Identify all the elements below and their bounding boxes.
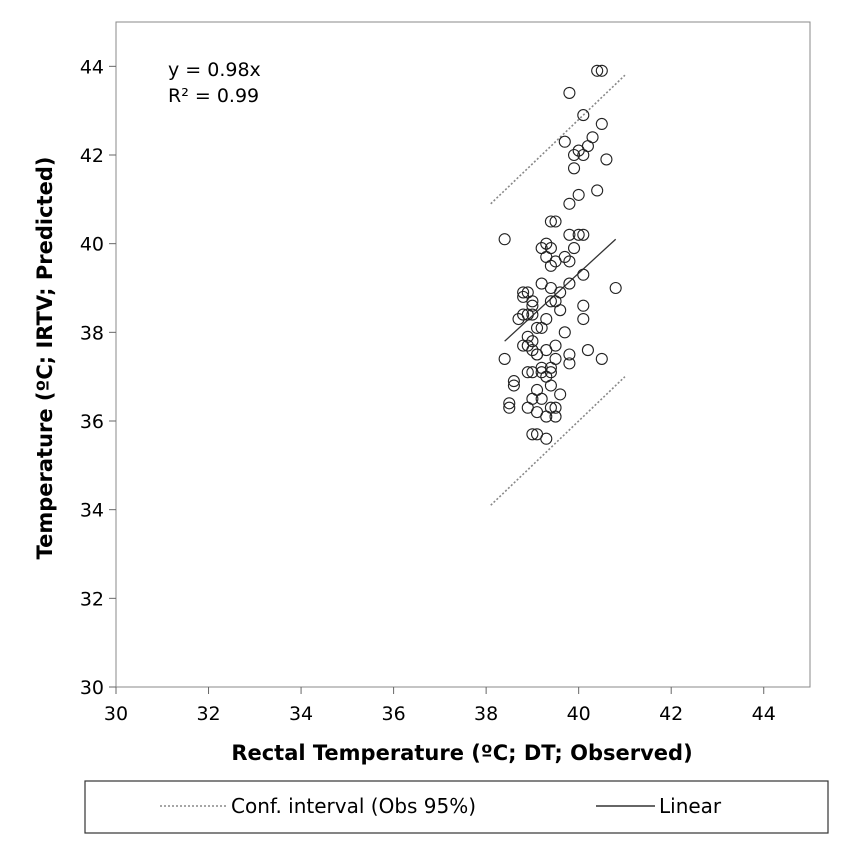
- data-point: [577, 312, 590, 326]
- data-point: [591, 184, 604, 197]
- data-point: [572, 144, 585, 157]
- data-point: [544, 295, 557, 308]
- legend-label-linear: Linear: [659, 794, 722, 818]
- data-point: [554, 388, 567, 401]
- data-point: [507, 375, 520, 388]
- x-axis-title: Rectal Temperature (ºC; DT; Observed): [231, 741, 692, 765]
- data-point: [577, 148, 590, 162]
- data-point: [567, 148, 581, 162]
- data-point: [521, 339, 534, 352]
- y-tick-label: 38: [80, 322, 104, 344]
- data-point: [595, 117, 608, 131]
- data-point: [558, 326, 571, 339]
- data-point: [507, 379, 520, 392]
- data-point: [563, 228, 576, 241]
- data-point: [544, 366, 557, 379]
- data-point: [517, 290, 530, 303]
- x-tick-label: 32: [196, 703, 220, 725]
- data-point: [521, 366, 534, 379]
- y-tick-label: 34: [80, 500, 104, 522]
- data-point: [558, 135, 571, 148]
- data-point: [544, 361, 557, 374]
- data-point: [572, 188, 585, 201]
- x-tick-label: 40: [567, 703, 591, 725]
- x-tick-label: 30: [104, 703, 128, 725]
- data-point: [526, 366, 539, 379]
- plot-series: [490, 64, 626, 506]
- y-tick-label: 36: [80, 411, 104, 433]
- equation-annotation: y = 0.98x: [168, 59, 261, 81]
- data-point: [526, 344, 539, 357]
- data-point: [521, 308, 534, 321]
- legend-box: [84, 780, 829, 834]
- x-tick-label: 42: [659, 703, 683, 725]
- y-axis-title: Temperature (ºC; IRTV; Predicted): [33, 157, 57, 560]
- data-point: [595, 352, 608, 365]
- data-point: [577, 268, 590, 281]
- data-point: [517, 308, 530, 321]
- data-point: [535, 321, 548, 334]
- data-point: [526, 335, 539, 348]
- data-point: [581, 344, 594, 357]
- conf-interval-line: [490, 376, 626, 506]
- y-tick-label: 44: [80, 56, 104, 78]
- data-point: [577, 109, 590, 122]
- y-tick-label: 30: [80, 677, 104, 699]
- data-point: [563, 86, 576, 99]
- axes: 30 32 34 36 38 40 42 44 30 32 34 36 38 40 42 44: [80, 21, 811, 725]
- y-tick-label: 32: [80, 588, 104, 610]
- data-point: [549, 410, 562, 423]
- x-tick-label: 34: [289, 703, 313, 725]
- plot-area-frame: [115, 21, 811, 688]
- data-point: [540, 237, 553, 250]
- data-point: [558, 250, 571, 264]
- data-point: [554, 304, 567, 317]
- data-point: [600, 153, 613, 166]
- data-point: [563, 255, 576, 268]
- data-point: [609, 281, 622, 295]
- data-point: [595, 64, 608, 77]
- legend-label-conf-interval: Conf. interval (Obs 95%): [231, 794, 476, 818]
- data-point: [549, 215, 562, 228]
- r-squared-annotation: R² = 0.99: [168, 85, 259, 107]
- data-point: [540, 344, 553, 357]
- data-point: [563, 357, 576, 370]
- data-point: [572, 228, 585, 241]
- data-point: [567, 162, 581, 175]
- data-point: [563, 348, 576, 361]
- data-point: [549, 401, 562, 414]
- data-point: [544, 379, 557, 392]
- data-point: [540, 410, 553, 423]
- data-point: [498, 233, 511, 246]
- data-point: [503, 401, 516, 414]
- x-tick-label: 36: [382, 703, 406, 725]
- data-point: [577, 228, 590, 241]
- linear-fit-line: [504, 238, 617, 342]
- data-point: [526, 428, 539, 441]
- data-point: [567, 242, 581, 255]
- data-point: [535, 392, 548, 405]
- data-point: [517, 286, 530, 299]
- data-point: [544, 215, 557, 228]
- data-point: [591, 64, 604, 77]
- data-point: [563, 277, 576, 290]
- data-point: [577, 299, 590, 312]
- y-tick-label: 40: [80, 234, 104, 256]
- conf-interval-line: [490, 74, 626, 205]
- data-point: [498, 352, 511, 365]
- x-tick-label: 38: [474, 703, 498, 725]
- data-point: [530, 321, 544, 334]
- data-point: [503, 397, 516, 410]
- data-point: [526, 308, 539, 321]
- data-point: [544, 259, 557, 272]
- y-tick-label: 42: [80, 145, 104, 167]
- legend: Conf. interval (Obs 95%) Linear: [84, 780, 829, 834]
- data-point: [563, 197, 576, 210]
- data-point: [540, 432, 553, 445]
- x-tick-label: 44: [752, 703, 776, 725]
